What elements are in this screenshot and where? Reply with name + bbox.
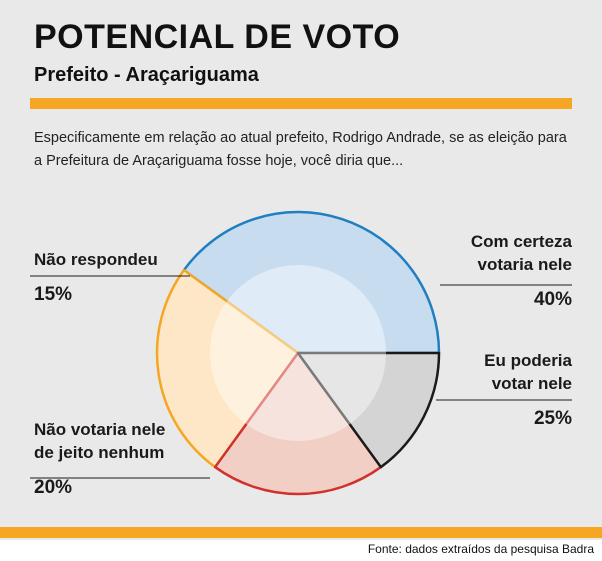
- label-nao-votaria-line2: de jeito nenhum: [34, 443, 165, 462]
- label-eu-poderia-line2: votar nele: [491, 374, 572, 393]
- value-nao-votaria: 20%: [34, 477, 73, 498]
- slice-eu-poderia: [157, 270, 298, 468]
- slice-nao-votaria-outline: [213, 351, 383, 496]
- value-com-certeza: 40%: [533, 289, 572, 310]
- survey-question: Especificamente em relação ao atual pref…: [34, 130, 567, 169]
- label-eu-poderia: Eu poderia votar nele 25%: [372, 349, 572, 430]
- source-note: Fonte: dados extraídos da pesquisa Badra: [367, 542, 594, 556]
- pie-center-overlay: [210, 265, 386, 441]
- label-nao-votaria-line1: Não votaria nele: [34, 420, 166, 439]
- label-nao-respondeu: Não respondeu 15%: [34, 248, 234, 306]
- slice-nao-respondeu-outline: [296, 351, 441, 469]
- chart-subtitle: Prefeito - Araçariguama: [34, 64, 259, 86]
- label-nao-votaria: Não votaria nele de jeito nenhum 20%: [34, 418, 234, 499]
- label-com-certeza-line1: Com certeza: [470, 232, 572, 251]
- value-nao-respondeu: 15%: [34, 284, 73, 305]
- accent-bar-top: [30, 98, 572, 109]
- label-eu-poderia-line1: Eu poderia: [484, 351, 572, 370]
- slice-com-certeza: [183, 212, 439, 353]
- label-com-certeza-line2: votaria nele: [477, 255, 573, 274]
- label-com-certeza: Com certeza votaria nele 40%: [372, 230, 572, 311]
- slice-nao-respondeu: [298, 353, 439, 468]
- label-nao-respondeu-line1: Não respondeu: [34, 250, 158, 269]
- chart-title: POTENCIAL DE VOTO: [34, 18, 401, 56]
- value-eu-poderia: 25%: [533, 408, 572, 429]
- slice-nao-votaria: [215, 353, 381, 495]
- slice-com-certeza-outline: [182, 210, 441, 355]
- accent-bar-bottom: [0, 527, 602, 538]
- slice-eu-poderia-outline: [155, 268, 300, 469]
